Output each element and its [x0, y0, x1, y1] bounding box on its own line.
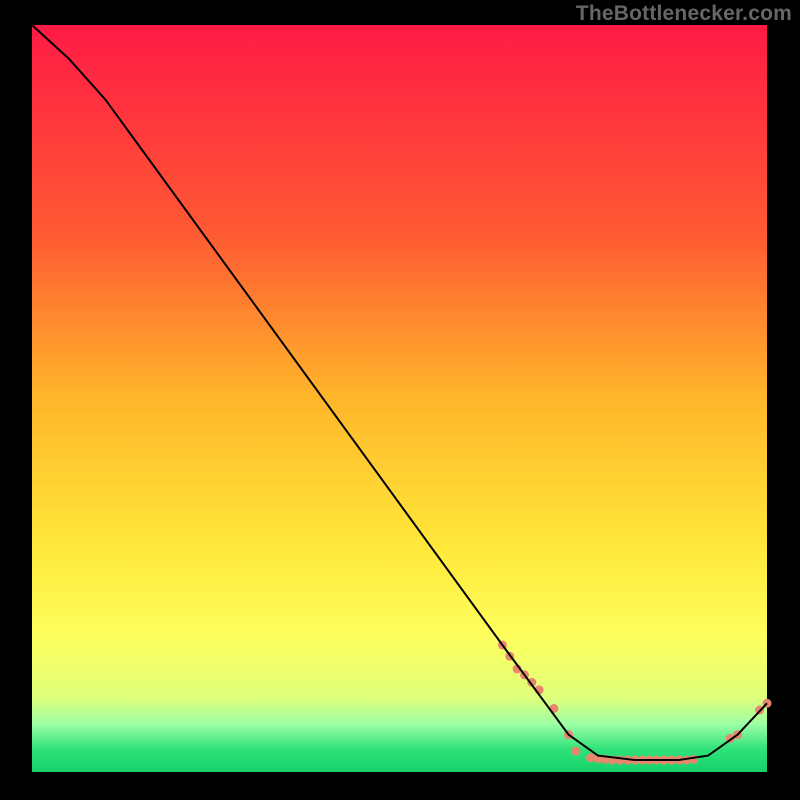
plot-background	[32, 25, 767, 772]
watermark-text: TheBottlenecker.com	[576, 2, 792, 26]
plot-svg	[0, 0, 800, 800]
marker-point	[571, 747, 580, 756]
chart-container: TheBottlenecker.com	[0, 0, 800, 800]
